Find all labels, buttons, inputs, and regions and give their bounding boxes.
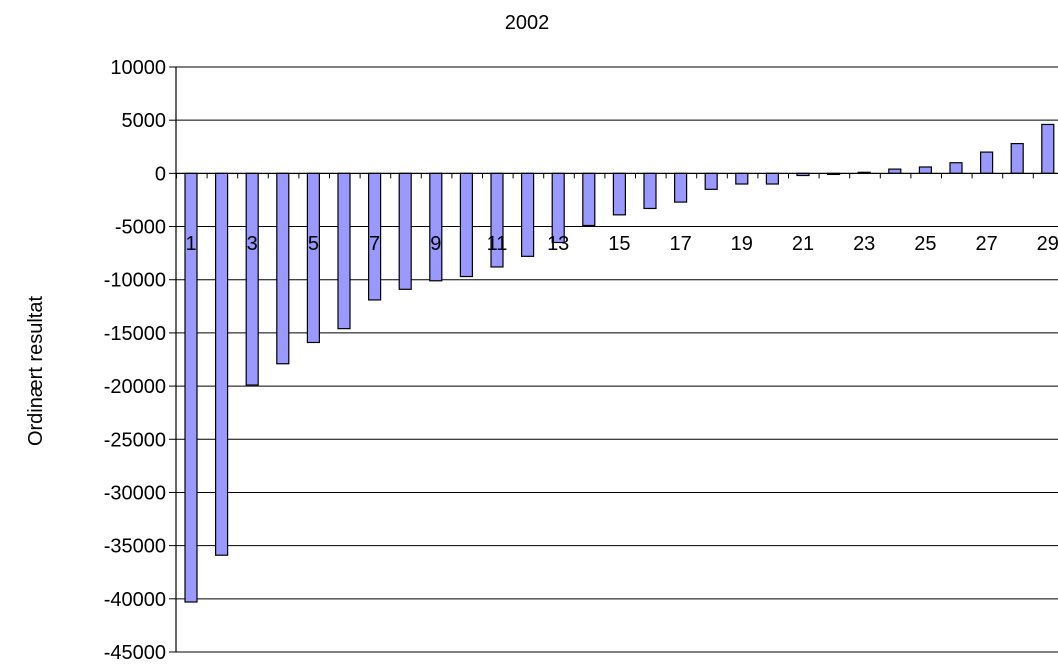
bar-8 — [398, 172, 412, 290]
bar-24 — [888, 168, 902, 174]
x-tick-label: 1 — [185, 233, 196, 255]
x-tick-label: 19 — [731, 233, 753, 255]
y-axis-title: Ordinært resultat — [25, 296, 47, 446]
bar-2 — [215, 172, 229, 556]
bar-12 — [520, 172, 535, 257]
x-tick-label: 29 — [1037, 233, 1058, 255]
y-tick-label: -20000 — [104, 376, 166, 398]
bar-19 — [735, 172, 749, 185]
bar-29 — [1041, 123, 1055, 174]
bars — [184, 123, 1055, 603]
bar-9 — [429, 172, 443, 282]
y-tick-labels: 10000 5000 0 -5000 -10000 -15000 -20000 -25000 -… — [104, 57, 166, 664]
bar-14 — [582, 172, 596, 227]
bar-18 — [704, 172, 718, 190]
x-tick-labels: 1 3 5 7 9 11 13 15 17 19 21 23 25 27 29 — [185, 233, 1058, 255]
bar-28 — [1010, 142, 1024, 174]
bar-25 — [918, 166, 933, 174]
x-tick-label: 5 — [308, 233, 319, 255]
y-tick-label: 10000 — [110, 57, 166, 79]
bar-6 — [337, 172, 351, 330]
y-tick-label: -45000 — [104, 642, 166, 664]
x-tick-label: 25 — [914, 233, 936, 255]
bar-16 — [643, 172, 657, 210]
x-tick-label: 15 — [608, 233, 630, 255]
bar-5 — [306, 172, 320, 344]
x-tick-label: 3 — [247, 233, 258, 255]
y-tick-label: -15000 — [104, 323, 166, 345]
axes — [169, 66, 1058, 653]
y-tick-label: -35000 — [104, 536, 166, 558]
y-tick-label: -25000 — [104, 429, 166, 451]
x-tick-label: 17 — [669, 233, 691, 255]
chart-title: 2002 — [505, 12, 550, 34]
y-tick-label: -30000 — [104, 482, 166, 504]
bar-17 — [673, 172, 688, 203]
y-tick-label: -5000 — [115, 217, 166, 239]
bar-26 — [949, 162, 963, 174]
x-tick-label: 7 — [369, 233, 380, 255]
bar-20 — [765, 172, 780, 185]
y-tick-label: 5000 — [122, 110, 167, 132]
x-tick-label: 11 — [487, 233, 508, 255]
bar-4 — [276, 172, 290, 365]
bar-27 — [979, 151, 994, 174]
x-tick-label: 23 — [853, 233, 875, 255]
bar-3 — [245, 172, 259, 386]
y-tick-label: -40000 — [104, 589, 166, 611]
y-tick-label: 0 — [155, 163, 166, 185]
x-tick-label: 13 — [547, 233, 569, 255]
x-tick-label: 21 — [792, 233, 814, 255]
gridlines — [176, 66, 1058, 653]
x-tick-label: 27 — [975, 233, 997, 255]
bar-10 — [459, 172, 473, 278]
y-tick-label: -10000 — [104, 270, 166, 292]
x-tick-label: 9 — [430, 233, 441, 255]
bar-15 — [612, 172, 627, 216]
